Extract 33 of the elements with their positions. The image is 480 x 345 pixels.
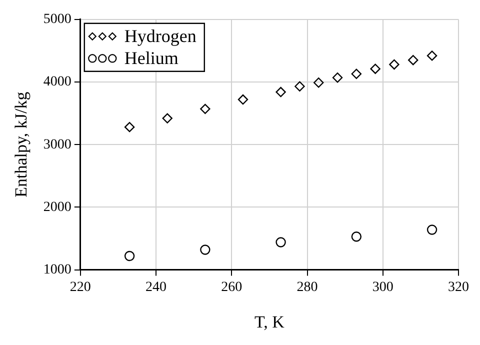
x-tick-label: 260 — [221, 280, 242, 295]
y-tick-label: 5000 — [43, 12, 72, 28]
point — [200, 104, 210, 114]
x-tick-label: 300 — [372, 280, 394, 295]
point — [162, 113, 172, 124]
point — [408, 54, 418, 66]
point — [389, 59, 400, 70]
point — [426, 50, 438, 61]
point — [370, 64, 380, 74]
y-tick-label: 3000 — [43, 137, 72, 152]
point — [238, 94, 248, 105]
x-axis-title: T, K — [254, 312, 286, 332]
point — [124, 122, 135, 132]
point — [200, 244, 210, 255]
point — [294, 81, 305, 92]
point — [351, 232, 362, 242]
y-axis-title: Enthalpy, kJ/kg — [12, 91, 31, 198]
point — [124, 250, 135, 262]
point — [276, 86, 286, 98]
y-tick-label: 2000 — [43, 200, 72, 215]
point — [332, 72, 343, 83]
x-tick-label: 220 — [70, 280, 91, 295]
point — [351, 68, 362, 79]
point — [314, 78, 324, 88]
point — [426, 224, 438, 235]
legend-label: Helium — [124, 48, 178, 68]
x-tick-label: 320 — [448, 280, 469, 295]
x-tick-label: 280 — [296, 280, 318, 295]
x-tick-label: 240 — [146, 280, 167, 295]
legend-label: Hydrogen — [124, 26, 196, 46]
point — [276, 237, 286, 248]
y-tick-label: 4000 — [43, 74, 72, 90]
y-tick-label: 1000 — [43, 262, 72, 278]
